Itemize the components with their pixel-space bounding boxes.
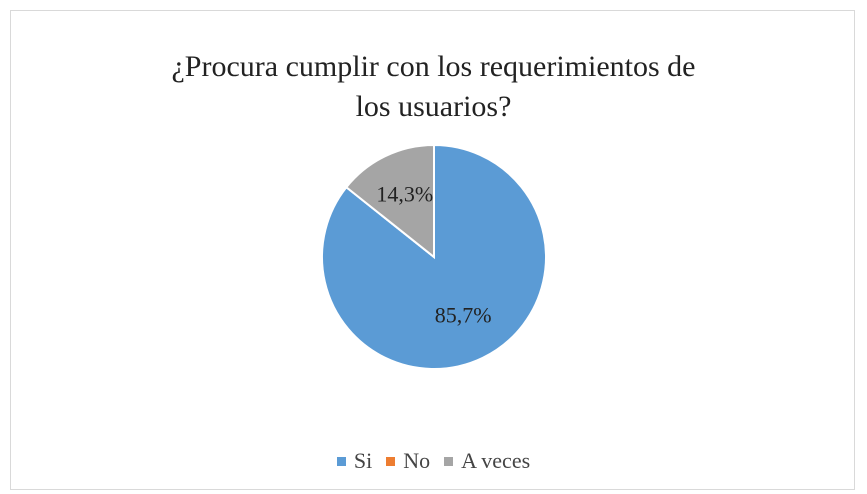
pie-slice — [344, 143, 435, 260]
chart-title: ¿Procura cumplir con los requerimientos … — [171, 50, 696, 123]
data-label: 85,7% — [435, 303, 492, 328]
pie-area: 85,7% 14,3% — [321, 143, 547, 370]
chart-frame: ¿Procura cumplir con los requerimientos … — [10, 10, 855, 490]
legend-swatch — [444, 456, 454, 466]
data-label: 14,3% — [376, 182, 433, 207]
legend-label: No — [403, 448, 431, 473]
legend-swatch — [386, 456, 396, 466]
legend-label: Si — [353, 448, 373, 473]
legend-item: A veces — [444, 448, 530, 474]
legend-item: Si — [336, 448, 373, 474]
legend-label: A veces — [461, 448, 531, 473]
legend-item: No — [386, 448, 430, 474]
legend-swatch — [336, 456, 346, 466]
legend: Si No A veces — [11, 448, 854, 474]
